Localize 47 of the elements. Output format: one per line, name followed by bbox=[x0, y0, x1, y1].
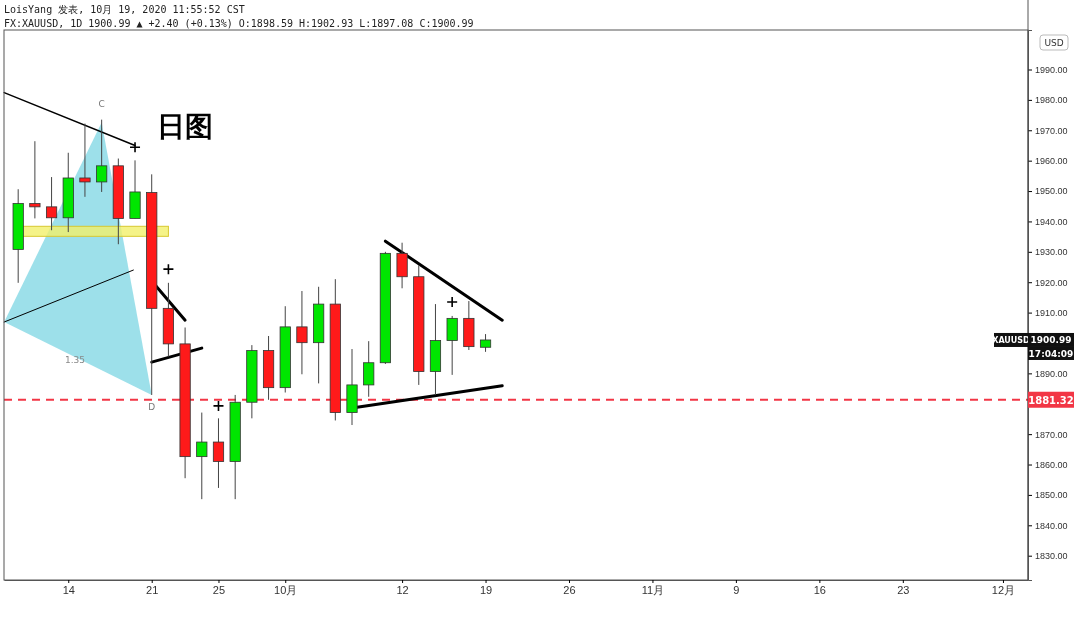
text: USD bbox=[1044, 38, 1064, 48]
y-tick-label: 1990.00 bbox=[1035, 64, 1068, 75]
y-tick-label: 1940.00 bbox=[1035, 216, 1068, 227]
y-tick-label: 1830.00 bbox=[1035, 551, 1068, 562]
annotation: D bbox=[148, 401, 156, 412]
candlestick bbox=[396, 242, 408, 289]
candlestick bbox=[46, 176, 58, 231]
x-tick-label: 10月 bbox=[274, 583, 298, 596]
text: 17:04:09 bbox=[1028, 348, 1074, 359]
candlestick bbox=[196, 412, 208, 500]
y-tick-label: 1980.00 bbox=[1035, 95, 1068, 106]
text: 1900.99 bbox=[1030, 335, 1072, 346]
ref-line-label: 1881.32 bbox=[1028, 394, 1074, 406]
annotation: C bbox=[98, 99, 105, 110]
candlestick bbox=[212, 417, 225, 489]
y-tick-label: 1970.00 bbox=[1035, 125, 1068, 136]
candlestick bbox=[363, 340, 375, 398]
y-tick-label: 1890.00 bbox=[1035, 368, 1068, 379]
y-tick-label: 1950.00 bbox=[1035, 186, 1068, 197]
x-tick-label: 19 bbox=[479, 583, 493, 596]
y-tick-label: 1870.00 bbox=[1035, 429, 1068, 440]
y-tick-label: 1850.00 bbox=[1035, 490, 1068, 501]
candlestick bbox=[96, 119, 108, 193]
annotation: 1.35 bbox=[64, 354, 85, 365]
x-tick-label: 26 bbox=[563, 583, 576, 596]
text: LoisYang 发表, 10月 19, 2020 11:55:52 CST bbox=[4, 4, 245, 15]
candlestick bbox=[79, 123, 91, 198]
y-tick-label: 1840.00 bbox=[1035, 520, 1068, 531]
candlestick bbox=[296, 290, 308, 375]
y-tick-label: 1930.00 bbox=[1035, 247, 1068, 258]
text: 日图 bbox=[157, 110, 213, 143]
x-tick-label: 23 bbox=[897, 583, 910, 596]
candlestick bbox=[446, 315, 458, 376]
x-tick-label: 11月 bbox=[641, 583, 665, 596]
x-tick-label: 12 bbox=[396, 583, 409, 596]
candlestick bbox=[29, 140, 41, 219]
y-tick-label: 1910.00 bbox=[1035, 307, 1068, 318]
x-tick-label: 16 bbox=[813, 583, 826, 596]
x-tick-label: 25 bbox=[212, 583, 226, 596]
y-tick-label: 1920.00 bbox=[1035, 277, 1068, 288]
y-tick-label: 1960.00 bbox=[1035, 156, 1068, 167]
y-tick-label: 1860.00 bbox=[1035, 459, 1068, 470]
x-tick-label: 9 bbox=[733, 583, 740, 596]
x-tick-label: 14 bbox=[62, 583, 75, 596]
x-tick-label: 21 bbox=[146, 583, 159, 596]
x-tick-label: 12月 bbox=[991, 583, 1016, 596]
text: FX:XAUUSD, 1D 1900.99 ▲ +2.40 (+0.13%) O:1898.59 H:1902.93 L:1897.08 C:1900.99 bbox=[4, 18, 474, 29]
